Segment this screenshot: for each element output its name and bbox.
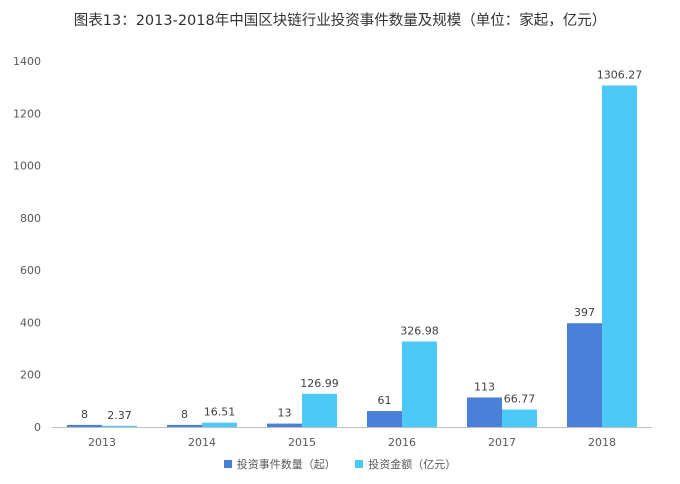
- data-label-amount: 326.98: [400, 325, 439, 338]
- bar-amount: [102, 425, 137, 427]
- chart-title: 图表13：2013-2018年中国区块链行业投资事件数量及规模（单位：家起，亿元…: [73, 13, 607, 29]
- y-tick-label: 600: [20, 264, 41, 277]
- y-tick-label: 1200: [13, 107, 41, 120]
- y-tick-label: 200: [20, 369, 41, 382]
- x-tick-label: 2016: [388, 436, 416, 449]
- bar-amount: [402, 341, 437, 427]
- legend-item-amount: 投资金额（亿元）: [355, 456, 456, 472]
- x-tick-label: 2014: [188, 436, 216, 449]
- y-tick-label: 0: [34, 421, 41, 434]
- x-tick-label: 2015: [288, 436, 316, 449]
- bar-amount: [302, 393, 337, 427]
- legend-swatch-events: [223, 460, 232, 468]
- legend-label-events: 投资事件数量（起）: [236, 458, 336, 471]
- data-label-amount: 16.51: [204, 406, 236, 419]
- legend-label-amount: 投资金额（亿元）: [368, 458, 457, 471]
- bar-amount: [602, 85, 637, 428]
- bar-events: [67, 424, 102, 427]
- bar-events: [367, 411, 402, 427]
- x-tick-label: 2013: [88, 436, 116, 449]
- data-label-events: 113: [474, 380, 495, 393]
- y-tick-label: 1400: [13, 55, 41, 68]
- bar-events: [467, 397, 502, 427]
- data-label-events: 8: [181, 408, 188, 421]
- data-label-amount: 66.77: [504, 393, 536, 406]
- data-label-events: 397: [574, 306, 595, 319]
- legend-swatch-amount: [355, 460, 364, 468]
- legend-item-events: 投资事件数量（起）: [223, 456, 336, 472]
- bar-amount: [202, 422, 237, 427]
- bar-events: [167, 424, 202, 427]
- x-tick-label: 2017: [488, 436, 516, 449]
- y-tick-label: 400: [20, 316, 41, 329]
- bar-amount: [502, 409, 537, 427]
- chart-legend: 投资事件数量（起） 投资金额（亿元）: [0, 456, 680, 472]
- bar-events: [267, 423, 302, 427]
- data-label-amount: 1306.27: [597, 69, 643, 82]
- x-tick-label: 2018: [588, 436, 616, 449]
- data-label-events: 8: [81, 408, 88, 421]
- data-label-events: 13: [278, 407, 292, 420]
- data-label-amount: 126.99: [300, 377, 339, 390]
- y-tick-label: 800: [20, 212, 41, 225]
- data-label-amount: 2.37: [107, 409, 132, 422]
- y-tick-label: 1000: [13, 160, 41, 173]
- data-label-events: 61: [378, 394, 392, 407]
- bar-events: [567, 323, 602, 427]
